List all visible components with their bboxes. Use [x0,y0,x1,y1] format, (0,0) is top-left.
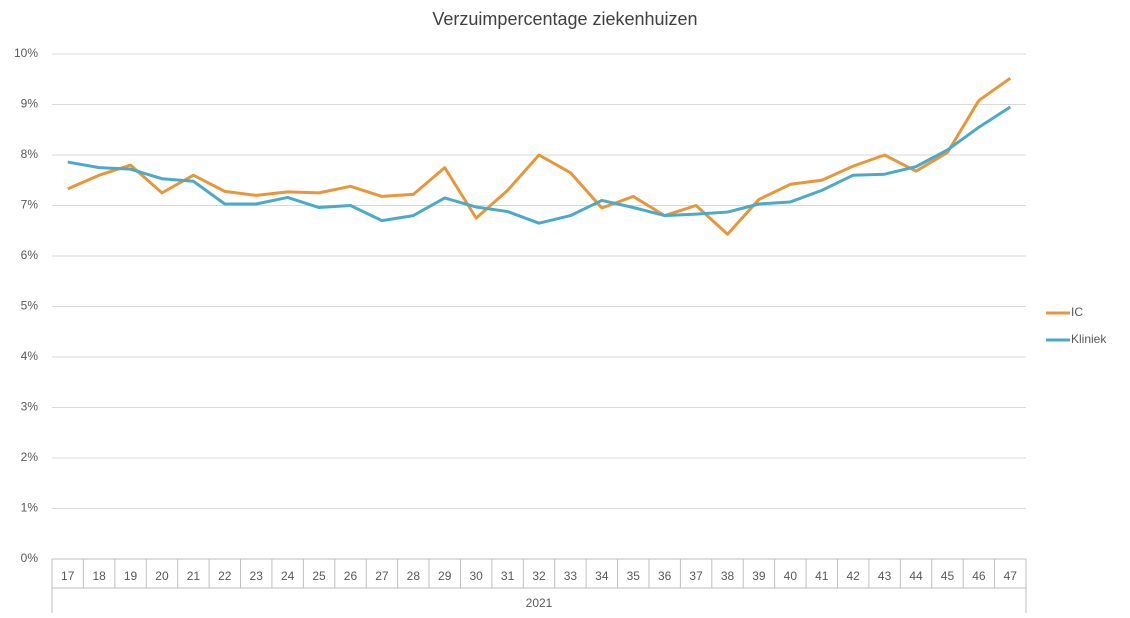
y-tick-label: 7% [21,198,39,212]
x-tick-label: 34 [595,569,609,583]
x-tick-label: 31 [501,569,515,583]
x-tick-label: 46 [972,569,986,583]
series-line [67,105,1012,225]
x-tick-label: 37 [689,569,703,583]
y-tick-label: 9% [21,97,39,111]
legend-label: IC [1071,305,1083,319]
x-tick-label: 25 [312,569,326,583]
x-tick-label: 40 [784,569,798,583]
y-tick-label: 1% [21,501,39,515]
y-tick-label: 5% [21,299,39,313]
x-tick-label: 43 [878,569,892,583]
y-tick-label: 8% [21,147,39,161]
y-tick-label: 3% [21,400,39,414]
x-tick-label: 28 [407,569,421,583]
x-tick-label: 47 [1004,569,1018,583]
y-tick-label: 10% [14,46,38,60]
x-tick-label: 44 [909,569,923,583]
x-tick-label: 38 [721,569,735,583]
x-tick-label: 41 [815,569,829,583]
x-tick-label: 27 [375,569,389,583]
x-tick-label: 19 [124,569,138,583]
y-tick-label: 0% [21,551,39,565]
x-group-label: 2021 [526,596,553,610]
series-line [67,77,1012,236]
x-tick-label: 24 [281,569,295,583]
y-tick-label: 4% [21,349,39,363]
x-tick-label: 20 [155,569,169,583]
x-tick-label: 21 [187,569,201,583]
x-tick-label: 18 [92,569,106,583]
x-tick-label: 45 [941,569,955,583]
x-tick-label: 35 [627,569,641,583]
x-tick-label: 39 [752,569,766,583]
x-tick-label: 17 [61,569,75,583]
x-tick-label: 23 [250,569,264,583]
x-tick-label: 30 [469,569,483,583]
x-tick-label: 22 [218,569,232,583]
x-tick-label: 36 [658,569,672,583]
x-tick-label: 33 [564,569,578,583]
chart-title: Verzuimpercentage ziekenhuizen [432,9,697,29]
x-tick-label: 42 [847,569,861,583]
x-tick-label: 32 [532,569,546,583]
legend-label: Kliniek [1071,332,1107,346]
x-tick-label: 29 [438,569,452,583]
y-tick-label: 2% [21,450,39,464]
y-tick-label: 6% [21,248,39,262]
x-tick-label: 26 [344,569,358,583]
